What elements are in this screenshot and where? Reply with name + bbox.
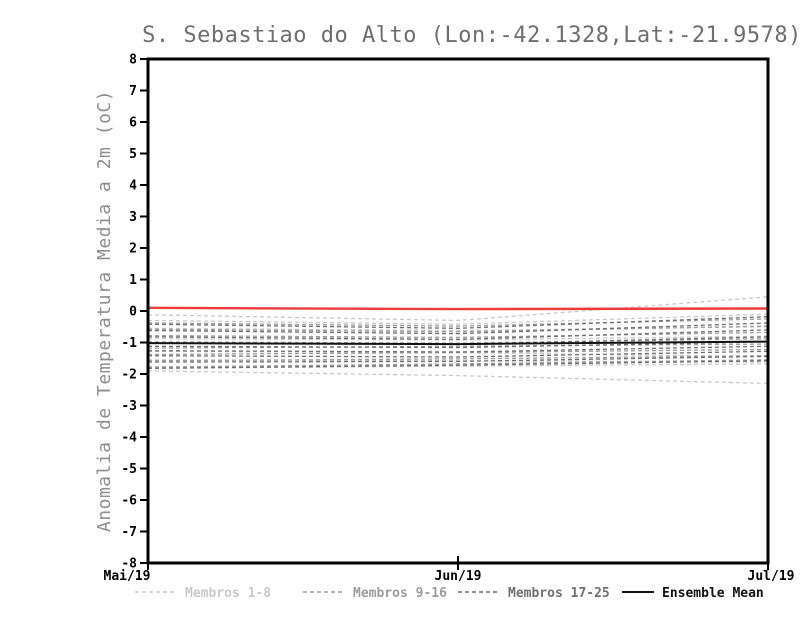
ensemble-mean-line	[147, 340, 769, 346]
y-tick-label: 1	[129, 273, 137, 288]
legend-item-members-1-8: Membros 1-8	[135, 586, 271, 601]
legend-label-ensemble-mean: Ensemble Mean	[662, 586, 764, 601]
member-line-group-3	[147, 355, 769, 363]
y-tick-label: 4	[129, 179, 137, 194]
legend-item-ensemble-mean: Ensemble Mean	[622, 586, 764, 601]
legend-label-members-9-16: Membros 9-16	[353, 586, 447, 601]
reference-zero-line	[147, 306, 769, 311]
y-tick-label: 0	[129, 305, 137, 320]
y-tick-label: -7	[121, 525, 137, 540]
y-tick-label: 2	[129, 242, 137, 257]
member-line-group-3	[147, 360, 769, 369]
x-tick-label-jul: Jul/19	[748, 569, 795, 584]
y-tick-label: 7	[129, 84, 137, 99]
series-layer	[147, 296, 769, 385]
y-tick-label: 5	[129, 147, 137, 162]
member-line-group-3	[147, 350, 769, 358]
member-line-group-1	[147, 313, 769, 325]
y-tick-label: 8	[129, 53, 137, 68]
y-tick-label: -4	[121, 431, 137, 446]
member-line-group-2	[147, 325, 769, 333]
y-tick-label: -1	[121, 336, 137, 351]
member-line-group-2	[147, 359, 769, 368]
member-line-group-2	[147, 343, 769, 349]
y-tick-label: -5	[121, 462, 137, 477]
member-line-group-3	[147, 345, 769, 353]
y-tick-label: 6	[129, 116, 137, 131]
member-line-group-2	[147, 331, 769, 339]
member-line-group-2	[147, 318, 769, 327]
y-tick-label: 3	[129, 210, 137, 225]
member-line-group-3	[147, 322, 769, 335]
member-line-group-2	[147, 355, 769, 362]
x-tick-label-mai: Mai/19	[104, 569, 151, 584]
plot-frame	[146, 57, 770, 565]
member-line-group-3	[147, 341, 769, 349]
legend-label-members-17-25: Membros 17-25	[508, 586, 610, 601]
y-axis-label: Anomalia de Temperatura Media a 2m (oC)	[94, 90, 115, 532]
y-tick-label: -2	[121, 368, 137, 383]
member-line-group-1	[147, 326, 769, 332]
axis-layer: 8 7 6 5 4 3 2 1 0 -1 -2 -3 -4 -5 -6 -7 -8	[121, 53, 769, 572]
member-line-group-1	[147, 296, 769, 322]
member-line-group-1	[147, 363, 769, 369]
chart-title: S. Sebastiao do Alto (Lon:-42.1328,Lat:-…	[142, 23, 800, 48]
member-line-group-1	[147, 370, 769, 385]
legend-item-members-9-16: Membros 9-16	[303, 586, 447, 601]
y-tick-label: -8	[121, 557, 137, 572]
member-line-group-3	[147, 316, 769, 329]
legend: Membros 1-8 Membros 9-16 Membros 17-25 E…	[135, 586, 764, 601]
legend-label-members-1-8: Membros 1-8	[185, 586, 271, 601]
legend-item-members-17-25: Membros 17-25	[458, 586, 610, 601]
x-tick-label-jun: Jun/19	[435, 569, 482, 584]
member-line-group-3	[147, 329, 769, 341]
y-tick-label: -6	[121, 494, 137, 509]
y-tick-label: -3	[121, 399, 137, 414]
